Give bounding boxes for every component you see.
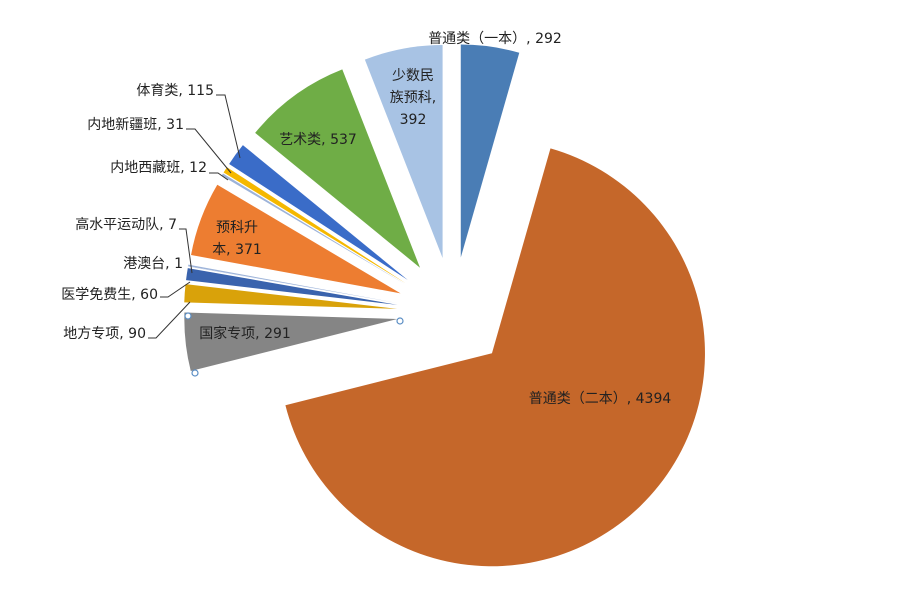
pie-slice-9[interactable] bbox=[223, 167, 406, 284]
pie-slice-8[interactable] bbox=[221, 173, 405, 285]
data-label: 艺术类, 537 bbox=[279, 132, 357, 148]
data-label: 地方专项, 90 bbox=[63, 326, 146, 342]
pie-slice-5[interactable] bbox=[188, 266, 398, 304]
pie-slice-4[interactable] bbox=[186, 268, 398, 305]
pie-slices bbox=[184, 44, 705, 567]
selection-handle[interactable] bbox=[191, 369, 199, 377]
data-label: 预科升本, 371 bbox=[212, 220, 262, 258]
leader-lines bbox=[148, 94, 241, 339]
data-label: 体育类, 115 bbox=[136, 83, 214, 99]
pie-slice-10[interactable] bbox=[229, 145, 408, 280]
leader-line bbox=[148, 301, 191, 339]
leader-line bbox=[209, 172, 229, 181]
pie-slice-7[interactable] bbox=[191, 184, 401, 294]
data-label: 少数民族预科, 392 bbox=[390, 68, 436, 128]
data-label: 普通类（二本）, 4394 bbox=[529, 391, 672, 407]
data-label: 内地新疆班, 31 bbox=[87, 117, 184, 133]
leader-line bbox=[186, 128, 232, 174]
data-label: 普通类（一本）, 292 bbox=[428, 31, 562, 47]
data-label: 国家专项, 291 bbox=[199, 325, 291, 342]
leader-line bbox=[160, 281, 191, 298]
pie-slice-12[interactable] bbox=[364, 44, 443, 258]
selection-handle[interactable] bbox=[184, 312, 192, 320]
pie-slice-0[interactable] bbox=[460, 44, 520, 258]
data-label: 医学免费生, 60 bbox=[61, 287, 158, 303]
leader-line bbox=[216, 94, 241, 159]
data-label: 内地西藏班, 12 bbox=[110, 160, 207, 176]
leader-line bbox=[179, 228, 193, 274]
selection-handles bbox=[184, 312, 404, 377]
data-labels: 普通类（一本）, 292 普通类（二本）, 4394 国家专项, 291 地方专项, … bbox=[61, 31, 671, 407]
pie-slice-11[interactable] bbox=[255, 69, 421, 268]
pie-slice-6[interactable] bbox=[188, 264, 398, 304]
pie-slice-3[interactable] bbox=[184, 284, 398, 309]
pie-slice-1[interactable] bbox=[285, 148, 705, 567]
pie-slice-2[interactable] bbox=[184, 312, 398, 372]
selection-handle[interactable] bbox=[396, 317, 404, 325]
data-label: 港澳台, 1 bbox=[123, 256, 183, 272]
data-label: 高水平运动队, 7 bbox=[75, 216, 177, 233]
